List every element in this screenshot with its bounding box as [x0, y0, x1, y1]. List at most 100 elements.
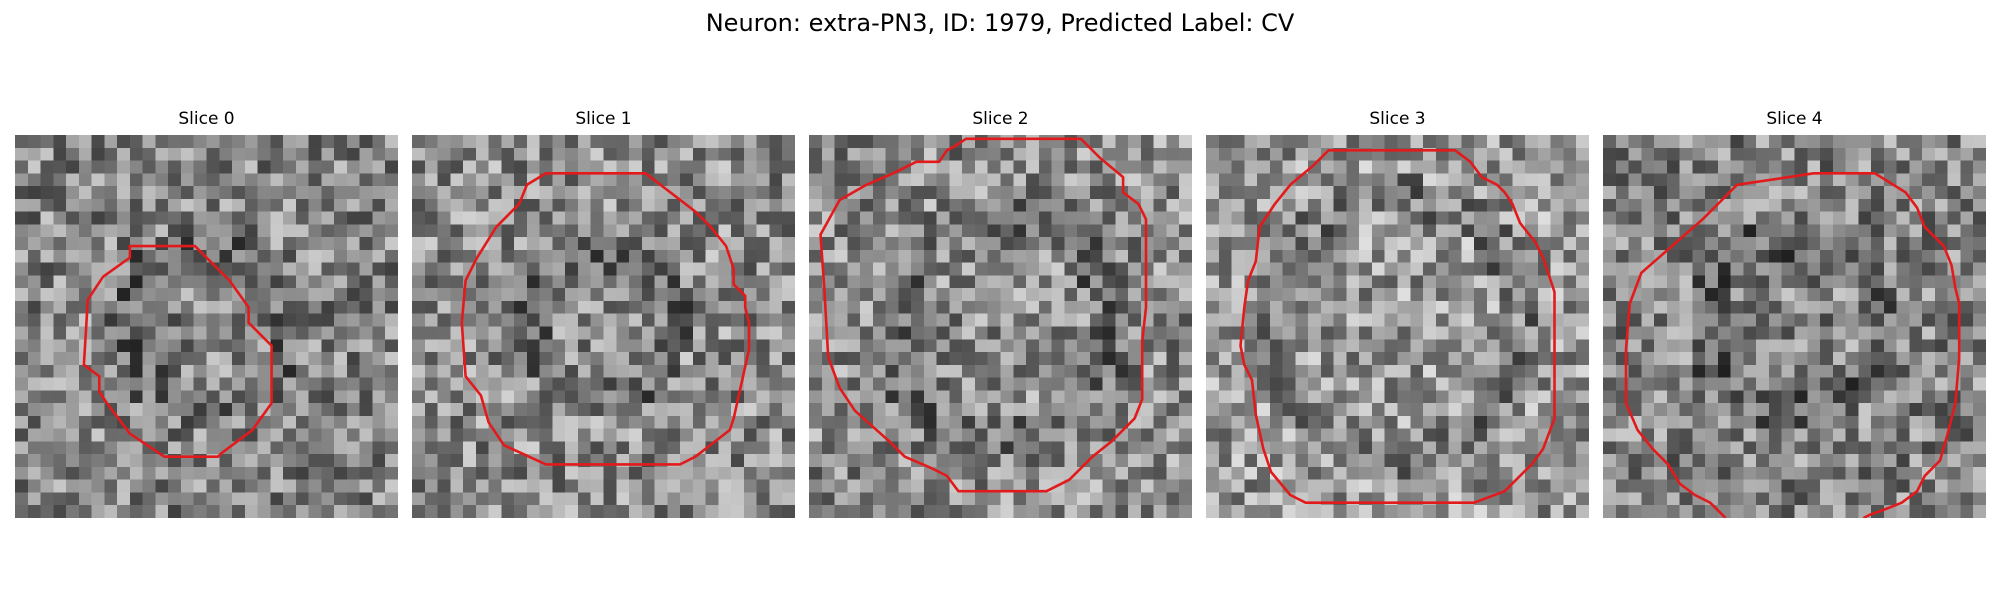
pixel	[1756, 505, 1770, 518]
pixel	[155, 377, 169, 391]
pixel	[1320, 186, 1335, 200]
pixel	[193, 211, 208, 225]
pixel	[860, 186, 874, 200]
pixel	[1026, 479, 1040, 494]
pixel	[359, 135, 374, 149]
pixel	[334, 135, 348, 149]
pixel	[1333, 249, 1348, 264]
pixel	[1603, 390, 1617, 404]
pixel	[756, 364, 771, 379]
pixel	[1563, 186, 1577, 200]
pixel	[821, 390, 836, 404]
pixel	[1896, 466, 1910, 481]
pixel	[641, 326, 656, 340]
pixel	[1435, 390, 1450, 404]
pixel	[1461, 300, 1475, 315]
pixel	[1781, 364, 1796, 379]
pixel	[244, 249, 259, 264]
pixel	[1845, 339, 1859, 353]
pixel	[539, 313, 554, 328]
pixel	[731, 249, 745, 264]
pixel	[1781, 326, 1796, 340]
pixel	[1474, 313, 1488, 328]
pixel	[40, 390, 54, 404]
pixel	[1153, 224, 1168, 238]
pixel	[1603, 352, 1617, 366]
pixel	[385, 147, 398, 162]
pixel	[193, 326, 208, 340]
pixel	[1410, 479, 1424, 494]
pixel	[1435, 224, 1450, 238]
pixel	[359, 249, 374, 264]
pixel	[372, 249, 386, 264]
pixel	[1692, 428, 1706, 442]
pixel	[552, 160, 566, 174]
pixel	[1883, 160, 1898, 174]
pixel	[1960, 466, 1974, 481]
pixel	[565, 352, 579, 366]
pixel	[168, 275, 182, 289]
pixel	[244, 466, 259, 481]
pixel	[641, 415, 656, 430]
pixel	[1295, 415, 1309, 430]
pixel	[129, 339, 144, 353]
pixel	[782, 198, 795, 213]
pixel	[1461, 428, 1475, 442]
pixel	[1820, 249, 1834, 264]
pixel	[1359, 441, 1373, 455]
pixel	[769, 224, 783, 238]
pixel	[1064, 390, 1078, 404]
pixel	[1525, 492, 1539, 506]
pixel	[1140, 186, 1155, 200]
pixel	[206, 326, 220, 340]
pixel	[1410, 237, 1424, 251]
pixel	[1333, 288, 1348, 302]
pixel	[987, 249, 1002, 264]
pixel	[180, 147, 195, 162]
pixel	[1654, 326, 1668, 340]
pixel	[1692, 300, 1706, 315]
pixel	[872, 441, 887, 455]
pixel	[1166, 492, 1180, 506]
pixel	[450, 428, 464, 442]
pixel	[654, 237, 668, 251]
pixel	[987, 211, 1002, 225]
pixel	[1781, 211, 1796, 225]
pixel	[501, 186, 515, 200]
pixel	[1692, 479, 1706, 494]
pixel	[1448, 428, 1462, 442]
pixel	[1153, 173, 1168, 187]
pixel	[1115, 275, 1129, 289]
pixel	[257, 237, 271, 251]
pixel	[1512, 403, 1526, 417]
pixel	[654, 415, 668, 430]
pixel	[1563, 505, 1577, 518]
pixel	[1115, 492, 1129, 506]
pixel	[1423, 237, 1437, 251]
pixel	[1077, 262, 1091, 277]
pixel	[1448, 390, 1462, 404]
pixel	[667, 160, 681, 174]
pixel	[1512, 173, 1526, 187]
pixel	[1359, 364, 1373, 379]
pixel	[1768, 313, 1783, 328]
pixel	[974, 492, 989, 506]
pixel	[1231, 377, 1245, 391]
pixel	[1679, 441, 1693, 455]
pixel	[1038, 352, 1053, 366]
pixel	[308, 466, 322, 481]
pixel	[1603, 364, 1617, 379]
pixel	[1512, 186, 1526, 200]
pixel	[1397, 454, 1411, 468]
pixel	[1140, 428, 1155, 442]
pixel	[1794, 160, 1808, 174]
pixel	[1128, 479, 1142, 494]
pixel	[244, 211, 259, 225]
pixel	[629, 352, 643, 366]
pixel	[936, 390, 951, 404]
pixel	[1308, 237, 1322, 251]
pixel	[1410, 390, 1424, 404]
pixel	[1423, 352, 1437, 366]
pixel	[270, 224, 284, 238]
pixel	[283, 249, 297, 264]
